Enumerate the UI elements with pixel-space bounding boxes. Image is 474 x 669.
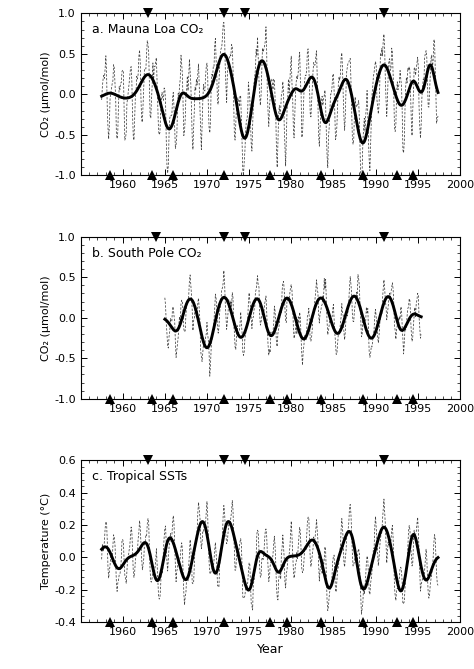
Text: c. Tropical SSTs: c. Tropical SSTs: [92, 470, 187, 483]
Text: b. South Pole CO₂: b. South Pole CO₂: [92, 247, 201, 260]
X-axis label: Year: Year: [257, 643, 283, 656]
Y-axis label: CO₂ (μmol/mol): CO₂ (μmol/mol): [41, 275, 51, 361]
Y-axis label: Temperature (°C): Temperature (°C): [41, 493, 51, 589]
Text: a. Mauna Loa CO₂: a. Mauna Loa CO₂: [92, 23, 203, 36]
Y-axis label: CO₂ (μmol/mol): CO₂ (μmol/mol): [41, 52, 51, 137]
